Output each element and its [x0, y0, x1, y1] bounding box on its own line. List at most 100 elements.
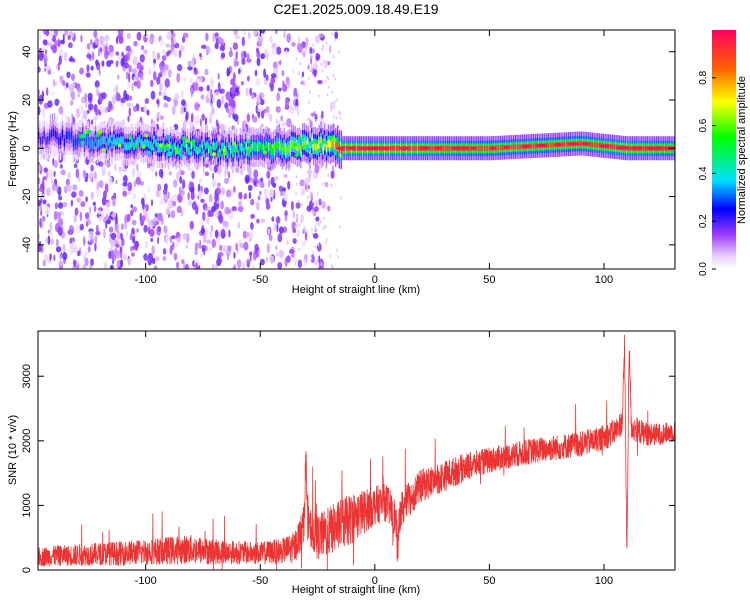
- spectrogram-noise-cell: [114, 223, 120, 233]
- spectrogram-noise-cell: [256, 57, 261, 67]
- spectrogram-ridge-cell: [38, 131, 40, 140]
- spectrogram-ridge-cell: [272, 146, 274, 155]
- spectrogram-noise-cell: [267, 179, 271, 188]
- spectrogram-noise-cell: [109, 264, 114, 269]
- spectrogram-noise-cell: [294, 262, 297, 266]
- spectrogram-noise-cell: [275, 245, 278, 251]
- spectrogram-axis-ticks: -100 -50 0 50 100 -40 -20 0 20 40: [21, 30, 675, 286]
- spectrogram-noise-cell: [149, 228, 155, 237]
- colorbar-label: Normalized spectral amplitude: [736, 76, 748, 224]
- spectrogram-peak-cell: [232, 141, 236, 146]
- spectrogram-noise-cell: [48, 232, 53, 237]
- spectrogram-noise-cell: [50, 179, 53, 184]
- spectrogram-noise-cell: [106, 219, 111, 225]
- spectrogram-noise-cell: [122, 190, 127, 197]
- spectrogram-noise-cell: [310, 254, 315, 263]
- spectrogram-noise-cell: [147, 257, 151, 263]
- spectrogram-ridge-cell: [397, 145, 399, 151]
- spectrogram-noise-cell: [115, 250, 120, 259]
- spectrogram-noise-cell: [115, 36, 119, 45]
- spectrogram-noise-cell: [270, 176, 275, 186]
- spectrogram-noise-cell: [331, 90, 333, 94]
- spectrogram-ridge-cell: [124, 142, 126, 150]
- spectrogram-noise-cell: [194, 250, 199, 256]
- spectrogram-noise-cell: [155, 171, 158, 177]
- spectrogram-noise-cell: [312, 43, 314, 47]
- spectrogram-noise-cell: [165, 231, 169, 238]
- spectrogram-noise-cell: [278, 185, 284, 192]
- spectrogram-noise-cell: [159, 200, 164, 206]
- spectrogram-noise-cell: [126, 32, 131, 40]
- spectrogram-noise-cell: [108, 226, 114, 233]
- colorbar-tick-label: 0.2: [698, 214, 709, 228]
- spectrogram-peak-cell: [117, 143, 122, 148]
- spectrogram-noise-cell: [113, 192, 117, 200]
- spectrogram-noise-cell: [257, 195, 261, 201]
- spectrogram-noise-cell: [191, 170, 195, 180]
- spectrogram-noise-cell: [175, 171, 180, 181]
- spectrogram-noise-cell: [49, 253, 52, 261]
- spectrogram-noise-cell: [191, 59, 195, 68]
- spectrogram-noise-cell: [289, 107, 293, 114]
- spectrogram-ridge-cell: [69, 132, 71, 140]
- spectrogram-noise-cell: [51, 183, 57, 192]
- spectrogram-noise-cell: [84, 212, 90, 220]
- spectrogram-noise-cell: [280, 191, 284, 197]
- spectrogram-ridge-cell: [199, 144, 201, 153]
- spectrogram-noise-cell: [241, 58, 246, 65]
- spectrogram-noise-cell: [152, 50, 156, 59]
- spectrogram-noise-cell: [237, 120, 240, 125]
- spectrogram-noise-cell: [191, 201, 197, 211]
- spectrogram-x-tick-label: 0: [372, 274, 378, 286]
- spectrogram-noise-cell: [212, 96, 216, 104]
- spectrogram-noise-cell: [214, 91, 220, 96]
- spectrogram-noise-cell: [310, 256, 313, 260]
- spectrogram-noise-cell: [295, 202, 301, 209]
- spectrogram-noise-cell: [41, 90, 44, 100]
- spectrogram-noise-cell: [158, 168, 164, 178]
- spectrogram-noise-cell: [63, 185, 68, 194]
- spectrogram-noise-cell: [80, 201, 86, 208]
- spectrogram-noise-cell: [312, 61, 318, 70]
- spectrogram-noise-cell: [172, 241, 175, 247]
- spectrogram-ridge-cell: [232, 149, 234, 158]
- spectrogram-ridge-cell: [192, 139, 194, 148]
- spectrogram-noise-cell: [312, 233, 319, 239]
- spectrogram-ridge-cell: [278, 141, 280, 150]
- spectrogram-noise-cell: [291, 42, 296, 47]
- spectrogram-noise-cell: [231, 125, 235, 130]
- spectrogram-noise-cell: [99, 106, 106, 113]
- spectrogram-x-label: Height of straight line (km): [292, 284, 420, 296]
- spectrogram-noise-cell: [207, 209, 212, 218]
- spectrogram-noise-cell: [153, 265, 158, 269]
- spectrogram-noise-cell: [84, 92, 87, 102]
- spectrogram-noise-cell: [249, 87, 253, 96]
- spectrogram-noise-cell: [163, 194, 169, 204]
- spectrogram-noise-cell: [133, 181, 137, 187]
- spectrogram-ridge-cell: [72, 139, 75, 147]
- spectrogram-noise-cell: [299, 223, 301, 227]
- spectrogram-noise-cell: [101, 212, 104, 221]
- spectrogram-noise-cell: [45, 206, 50, 215]
- spectrogram-noise-cell: [270, 73, 277, 79]
- spectrogram-noise-cell: [90, 148, 96, 156]
- spectrogram-noise-cell: [156, 76, 161, 85]
- spectrogram-noise-cell: [38, 245, 42, 253]
- spectrogram-noise-cell: [269, 113, 273, 122]
- spectrogram-peak-cell: [97, 129, 102, 134]
- spectrogram-noise-cell: [295, 192, 297, 196]
- spectrogram-noise-cell: [143, 253, 148, 261]
- spectrogram-ridge-cell: [91, 139, 93, 148]
- spectrogram-peak-cell: [150, 146, 155, 151]
- spectrogram-noise-cell: [115, 51, 120, 56]
- spectrogram-y-tick-label: -40: [21, 237, 33, 253]
- snr-x-tick-label: 50: [483, 575, 495, 587]
- spectrogram-noise-cell: [98, 180, 104, 189]
- spectrogram-noise-cell: [163, 188, 168, 196]
- spectrogram-noise-cell: [161, 55, 167, 61]
- spectrogram-noise-cell: [116, 230, 121, 240]
- spectrogram-noise-cell: [227, 245, 232, 252]
- spectrogram-noise-cell: [52, 45, 57, 54]
- spectrogram-noise-cell: [271, 46, 277, 56]
